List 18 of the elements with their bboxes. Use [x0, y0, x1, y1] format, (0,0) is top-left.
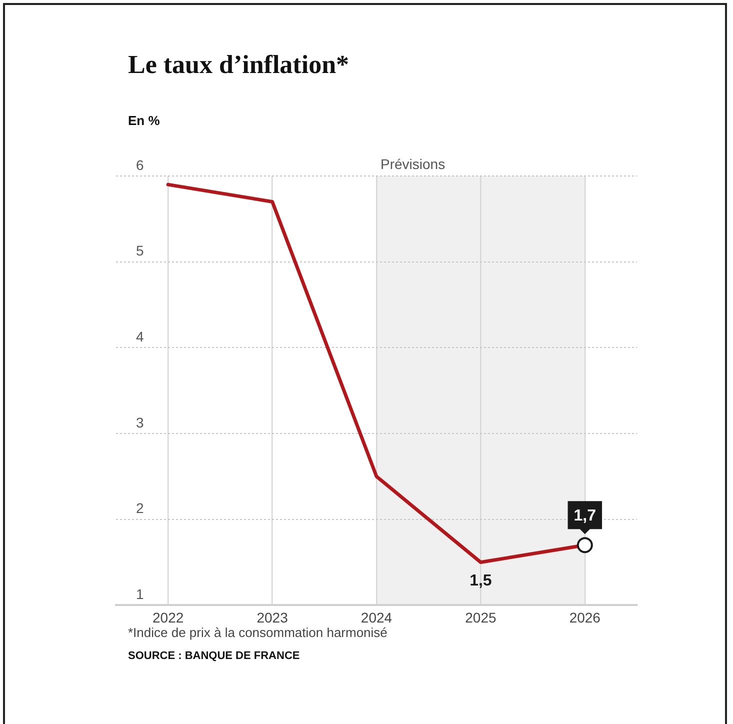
x-tick-label: 2023 [256, 609, 288, 626]
y-tick-label: 5 [136, 242, 144, 259]
x-tick-label: 2024 [360, 609, 392, 626]
chart-title: Le taux d’inflation* [128, 50, 350, 80]
y-tick-label: 2 [136, 500, 144, 516]
data-label: 1,5 [470, 572, 492, 590]
y-tick-label: 6 [136, 156, 144, 173]
y-axis-title: En % [128, 113, 160, 128]
data-label: 1,7 [574, 508, 596, 525]
y-tick-label: 4 [136, 328, 144, 345]
text: *Indice de prix à la consommation harmonisé [128, 625, 388, 640]
source-note: SOURCE : BANQUE DE FRANCE [128, 650, 300, 662]
y-tick-label: 3 [136, 414, 144, 430]
x-tick-label: 2026 [569, 609, 601, 626]
x-tick-label: 2025 [465, 609, 496, 626]
y-tick-label: 1 [136, 586, 144, 602]
band-label: Prévisions [380, 156, 446, 172]
x-tick-label: 2022 [152, 609, 184, 626]
